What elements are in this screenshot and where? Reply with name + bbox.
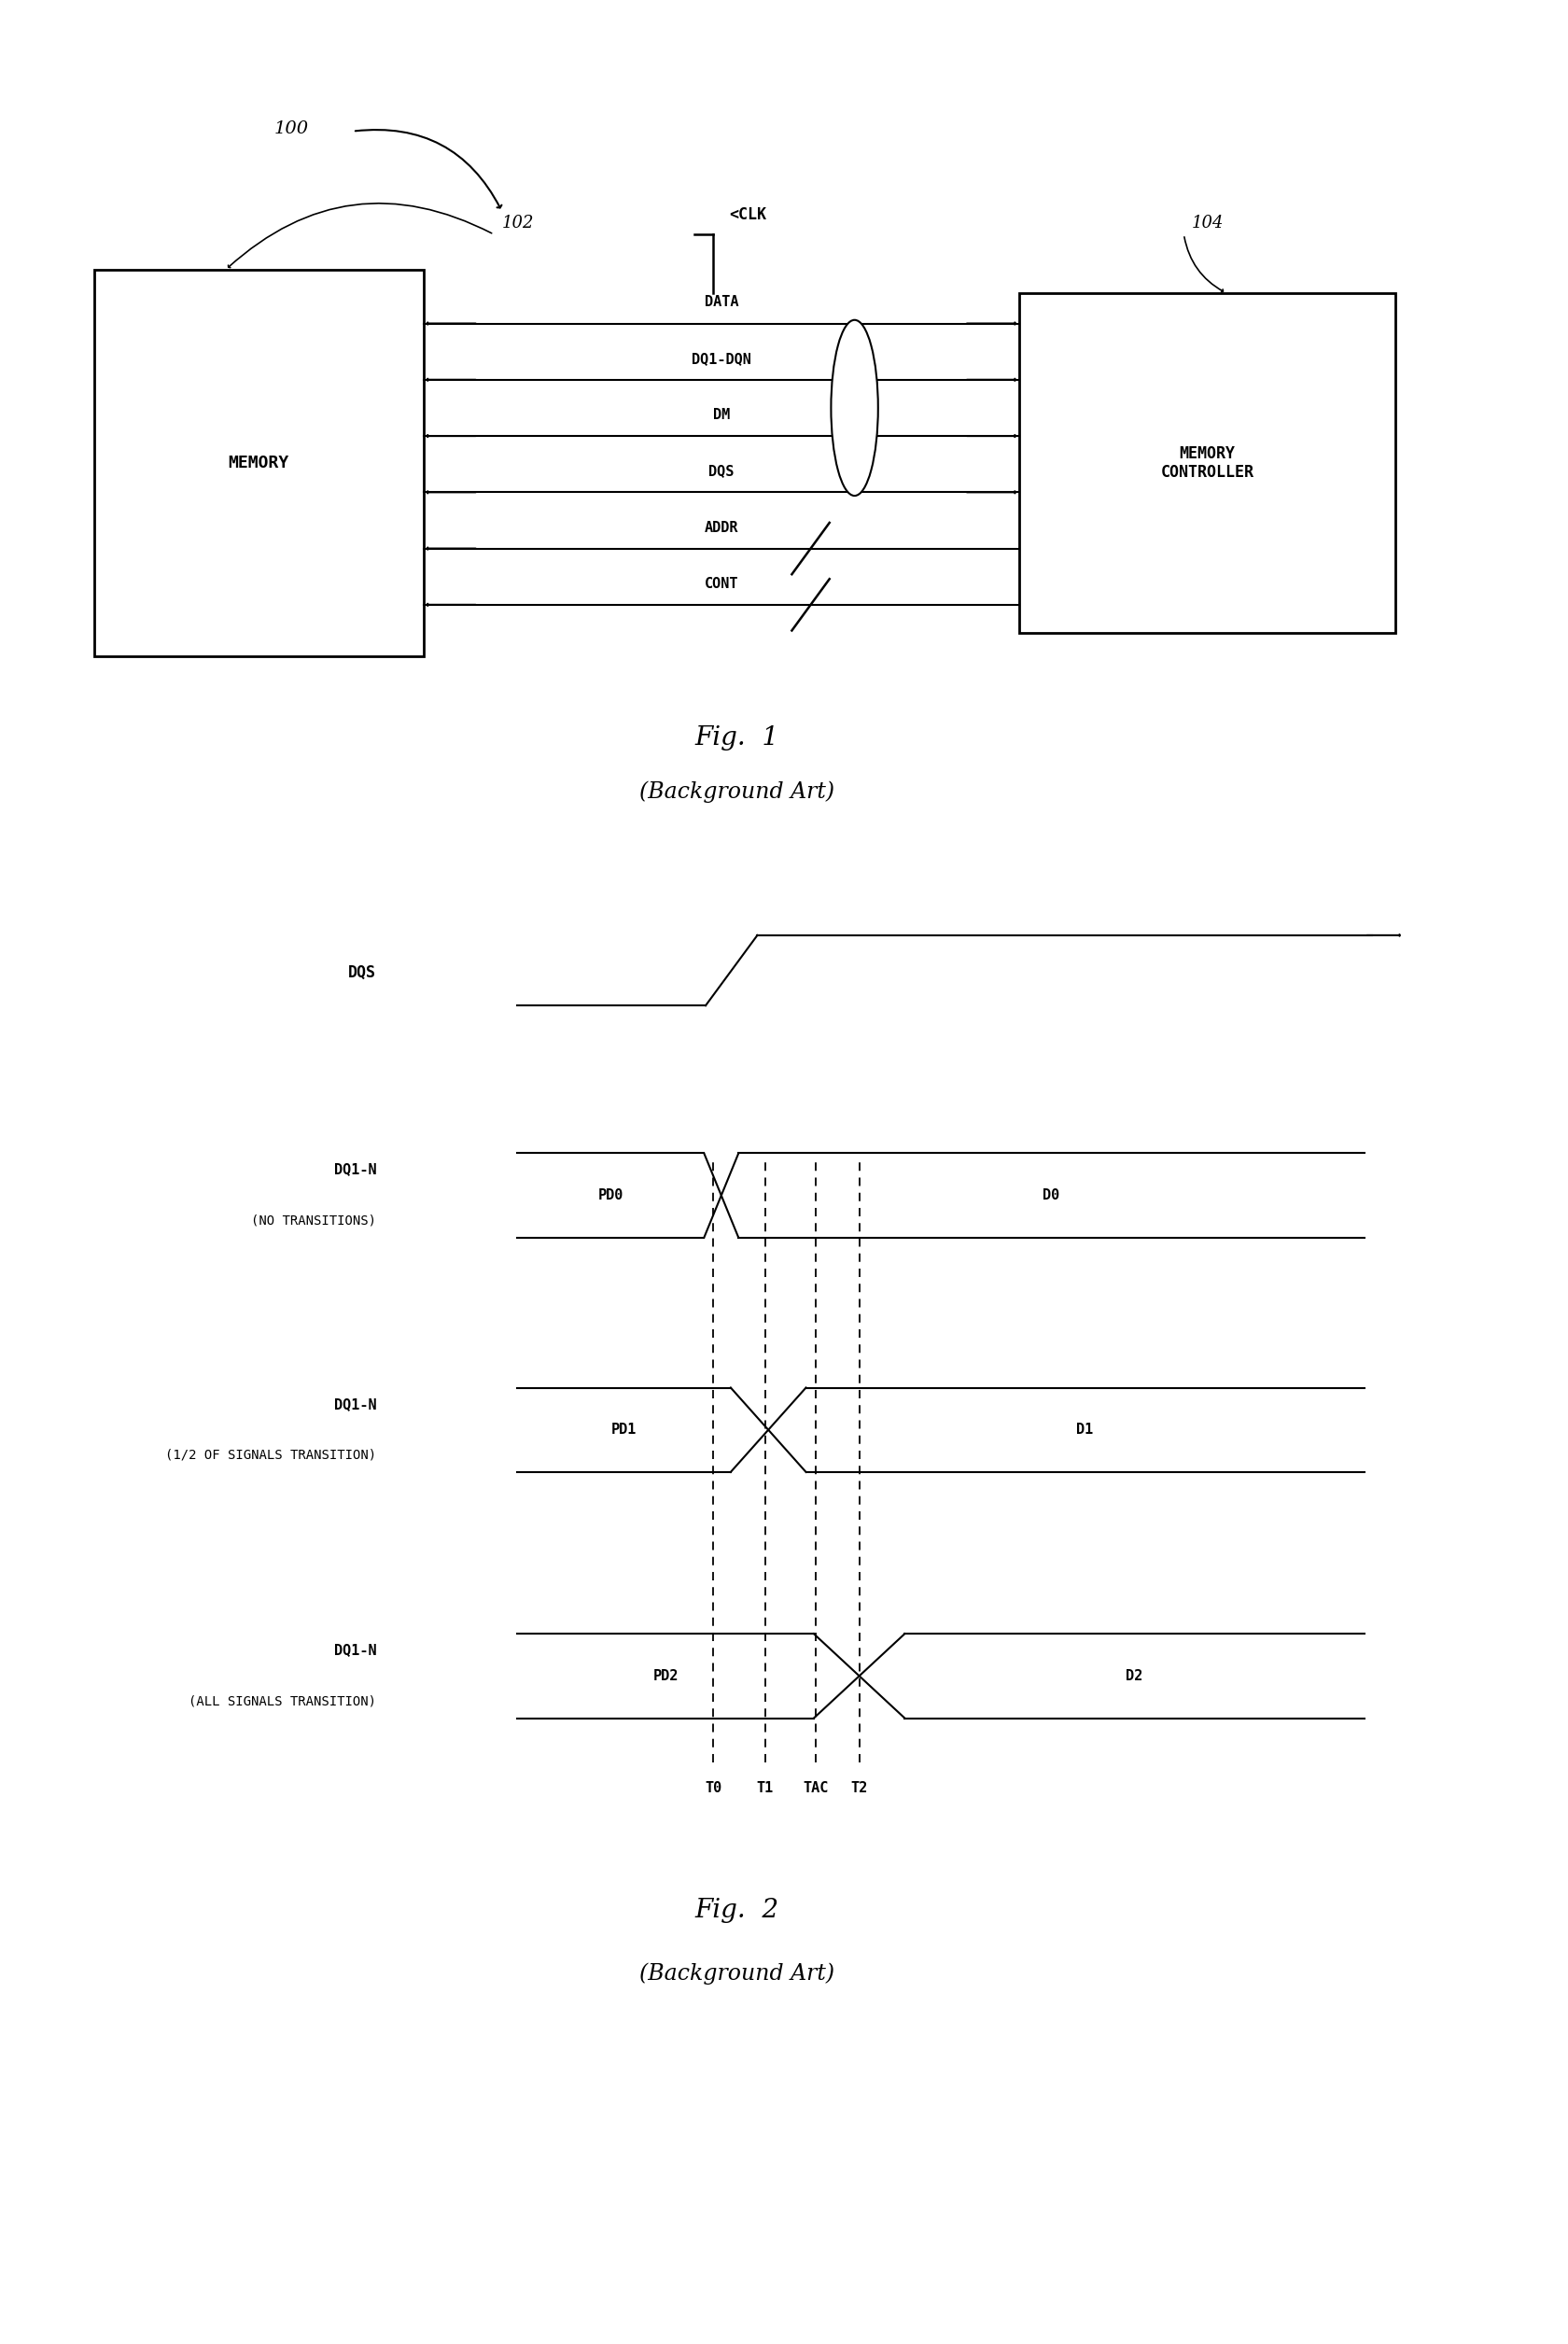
Text: 100: 100 — [274, 120, 309, 138]
Text: (1/2 OF SIGNALS TRANSITION): (1/2 OF SIGNALS TRANSITION) — [165, 1449, 376, 1463]
Ellipse shape — [831, 321, 878, 497]
Text: (ALL SIGNALS TRANSITION): (ALL SIGNALS TRANSITION) — [188, 1695, 376, 1709]
Text: T2: T2 — [851, 1781, 867, 1796]
Text: 104: 104 — [1192, 213, 1225, 232]
Text: Fig.  1: Fig. 1 — [695, 727, 779, 750]
Bar — [1019, 293, 1396, 633]
Text: DATA: DATA — [704, 295, 739, 309]
Text: (NO TRANSITIONS): (NO TRANSITIONS) — [251, 1214, 376, 1228]
Text: PD1: PD1 — [612, 1423, 637, 1437]
Text: T1: T1 — [757, 1781, 773, 1796]
Text: Fig.  2: Fig. 2 — [695, 1899, 779, 1922]
Text: DQS: DQS — [348, 963, 376, 982]
Text: DQ1-N: DQ1-N — [334, 1163, 376, 1177]
Text: TAC: TAC — [803, 1781, 828, 1796]
Bar — [94, 270, 423, 656]
Text: T0: T0 — [706, 1781, 721, 1796]
Text: (Background Art): (Background Art) — [640, 781, 834, 804]
Text: (Background Art): (Background Art) — [640, 1962, 834, 1985]
Text: DQ1-N: DQ1-N — [334, 1643, 376, 1657]
Text: ADDR: ADDR — [704, 520, 739, 534]
Text: CONT: CONT — [704, 577, 739, 591]
Text: DQS: DQS — [709, 464, 734, 478]
Text: PD0: PD0 — [597, 1188, 624, 1202]
Text: DM: DM — [713, 408, 729, 422]
Text: <CLK: <CLK — [729, 206, 767, 223]
Text: DQ1-N: DQ1-N — [334, 1397, 376, 1411]
Text: PD2: PD2 — [652, 1669, 679, 1683]
Text: MEMORY: MEMORY — [229, 455, 289, 471]
Text: D2: D2 — [1126, 1669, 1143, 1683]
Text: MEMORY
CONTROLLER: MEMORY CONTROLLER — [1160, 445, 1254, 481]
Text: D1: D1 — [1077, 1423, 1093, 1437]
Text: 102: 102 — [502, 213, 535, 232]
Text: D0: D0 — [1043, 1188, 1060, 1202]
Text: DQ1-DQN: DQ1-DQN — [691, 352, 751, 366]
